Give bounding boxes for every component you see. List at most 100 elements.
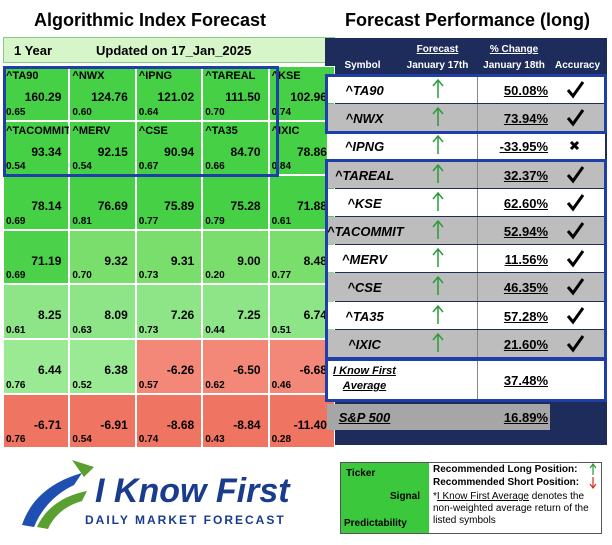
header-change: % Change <box>489 44 539 55</box>
predictability: 0.70 <box>72 270 92 282</box>
right-title: Forecast Performance (long) <box>344 10 591 30</box>
signal: 7.26 <box>170 308 195 323</box>
logo-name: I Know First <box>95 472 290 510</box>
predictability: 0.77 <box>271 270 292 282</box>
predictability: 0.43 <box>205 434 225 446</box>
row-icons <box>432 304 585 325</box>
row-icons <box>432 107 585 127</box>
row-icons <box>432 219 585 240</box>
change: 57.28% <box>503 308 548 324</box>
change: 62.60% <box>503 195 548 211</box>
predictability: 0.64 <box>138 106 159 118</box>
benchmark-change: 16.89% <box>503 410 548 425</box>
signal: 71.19 <box>31 253 62 268</box>
signal: -6.71 <box>34 417 62 432</box>
cell <box>69 393 136 449</box>
change: 11.56% <box>504 252 548 268</box>
cell <box>135 229 203 285</box>
signal: -11.40 <box>293 417 327 432</box>
row-icons <box>432 135 580 155</box>
cell <box>202 284 269 339</box>
row <box>327 273 605 301</box>
predictability: 0.76 <box>6 379 26 391</box>
predictability: 0.57 <box>138 379 159 391</box>
legend-short: Recommended Short Position: <box>433 477 580 488</box>
signal: 76.69 <box>97 199 128 214</box>
cell <box>135 339 203 394</box>
predictability: 0.77 <box>138 215 159 227</box>
cell <box>135 175 203 230</box>
predictability: 0.61 <box>6 325 26 336</box>
cell-divider <box>477 132 478 160</box>
predictability: 0.70 <box>205 106 225 118</box>
predictability: 0.67 <box>138 161 159 173</box>
row <box>327 329 605 357</box>
predictability: 0.63 <box>72 325 92 336</box>
cell <box>3 66 70 121</box>
ticker: ^TA35 <box>205 124 238 137</box>
left-title: Algorithmic Index Forecast <box>33 10 267 30</box>
predictability: 0.51 <box>271 325 292 336</box>
predictability: 0.74 <box>138 434 159 446</box>
cell <box>69 175 136 230</box>
cell-divider <box>477 217 478 245</box>
symbol: ^TAREAL <box>334 167 395 183</box>
average-change: 37.48% <box>503 373 548 388</box>
cell <box>69 229 136 285</box>
signal: 9.00 <box>237 253 261 268</box>
symbol: ^TA90 <box>345 83 384 98</box>
ticker: ^CSE <box>138 124 168 137</box>
cell-divider <box>477 188 478 216</box>
horizon: 1 Year <box>14 43 53 58</box>
benchmark-row <box>327 404 550 430</box>
signal: -8.68 <box>166 417 195 432</box>
cell-divider <box>477 273 478 301</box>
average-row <box>327 360 605 400</box>
signal: 75.89 <box>164 199 195 214</box>
signal: 78.86 <box>296 144 327 159</box>
highlight-box <box>3 66 279 177</box>
predictability: 0.81 <box>72 215 92 227</box>
signal: 93.34 <box>31 144 62 159</box>
cell <box>3 339 70 394</box>
predictability: 0.69 <box>6 215 26 227</box>
ticker: ^IPNG <box>138 70 173 82</box>
legend-signal: Signal <box>390 491 421 502</box>
row <box>327 160 605 188</box>
signal: -8.84 <box>233 417 261 432</box>
cell <box>3 284 70 339</box>
signal: 8.48 <box>303 253 327 268</box>
symbol: ^IXIC <box>348 336 381 352</box>
change: 73.94% <box>503 111 548 127</box>
header-forecast: Forecast <box>416 44 459 55</box>
legend-predictability: Predictability <box>344 518 407 529</box>
signal: -6.68 <box>299 363 327 377</box>
row <box>327 132 605 160</box>
predictability: 0.46 <box>271 379 292 391</box>
signal: 7.25 <box>237 308 261 323</box>
row <box>327 301 605 329</box>
cell-divider <box>477 329 478 357</box>
row <box>327 76 605 104</box>
row-icons <box>432 332 585 353</box>
signal: 75.28 <box>230 199 261 214</box>
legend-note-text: denotes the non-weighted average return … <box>433 491 589 526</box>
legend-arrows <box>589 463 597 489</box>
predictability: 0.62 <box>205 379 225 391</box>
predictability: 0.69 <box>6 270 26 282</box>
cell <box>135 66 203 121</box>
cell <box>3 175 70 230</box>
row <box>327 104 605 132</box>
cell <box>202 393 269 449</box>
benchmark-label: S&P 500 <box>338 410 391 425</box>
ticker: ^TAREAL <box>205 70 256 82</box>
legend-note-link: I Know First Average <box>436 491 529 502</box>
cell-divider <box>477 76 478 104</box>
cell-divider <box>477 301 478 329</box>
symbol: ^IPNG <box>344 139 385 155</box>
row-icons <box>432 78 585 99</box>
highlight-box <box>325 158 607 360</box>
legend-note: *I Know First Average denotes the non-we… <box>433 491 589 526</box>
symbol: ^CSE <box>347 280 382 296</box>
